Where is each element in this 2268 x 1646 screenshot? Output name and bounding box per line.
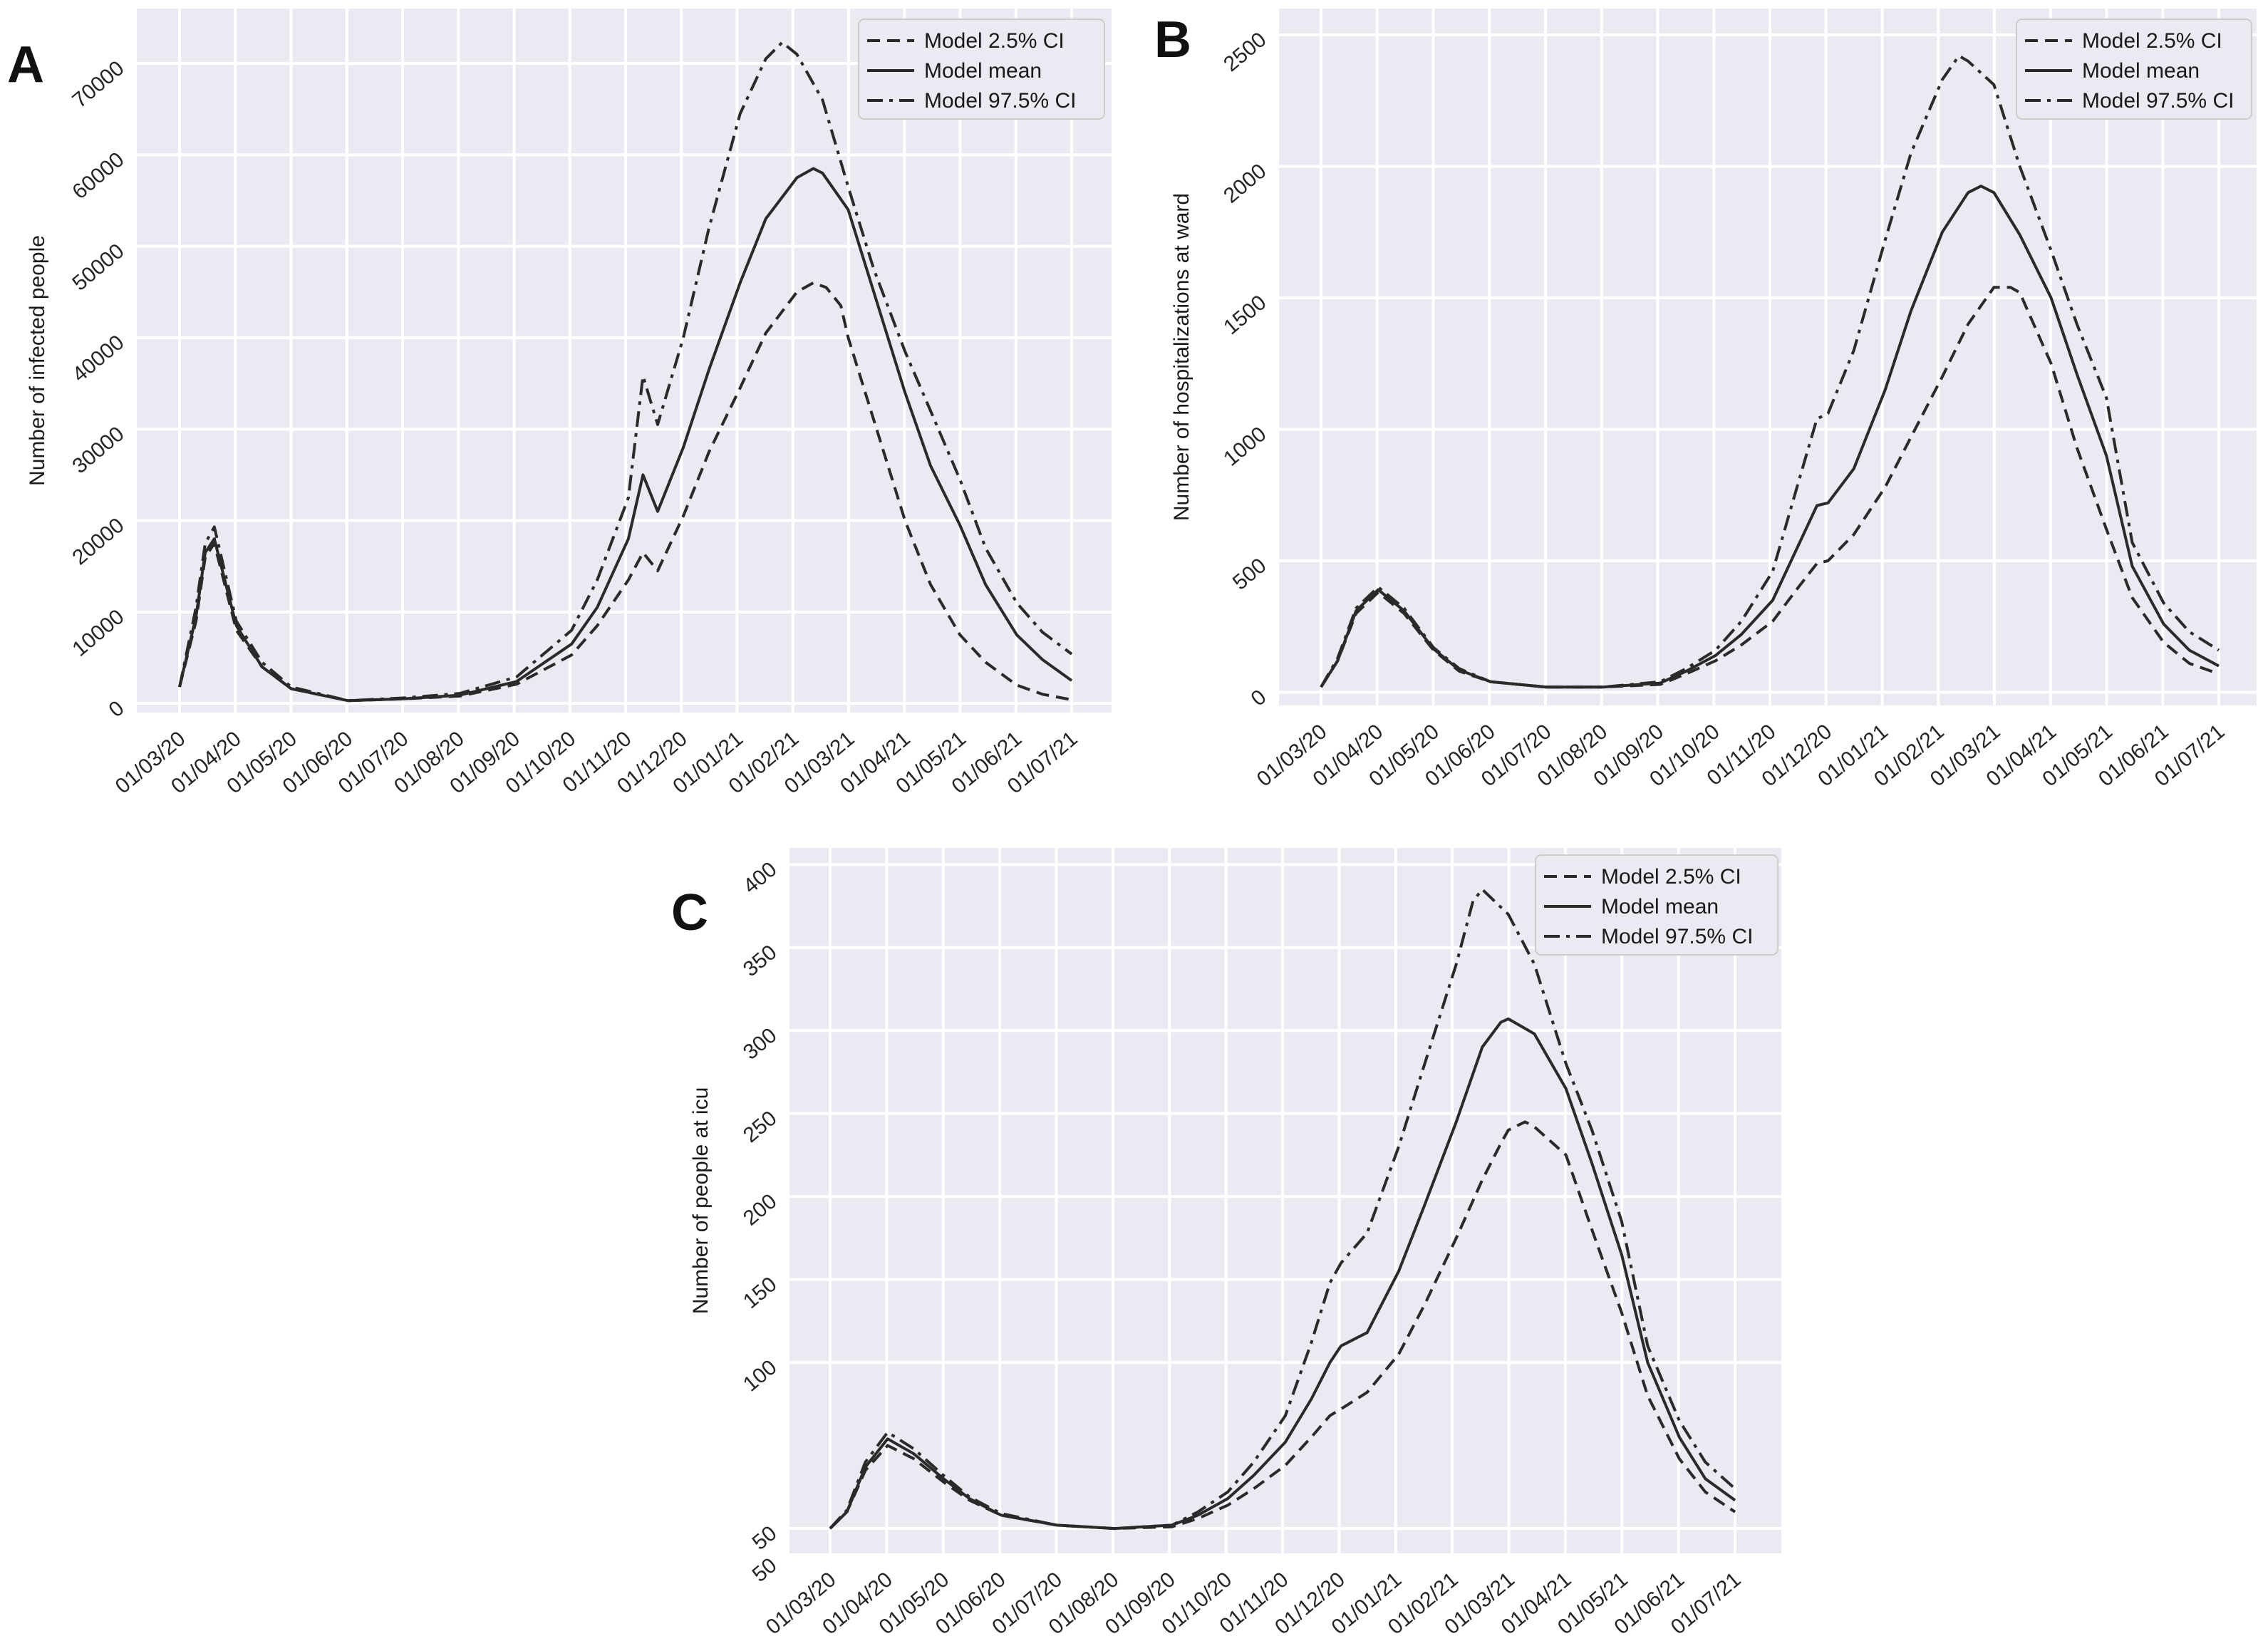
plot-background bbox=[1279, 9, 2257, 705]
legend-entry: Model 97.5% CI bbox=[2082, 89, 2234, 113]
legend-box bbox=[1535, 854, 1778, 956]
panel-label: B bbox=[1154, 11, 1191, 68]
legend-entry: Model 2.5% CI bbox=[924, 29, 1065, 53]
y-axis-label: Number of people at icu bbox=[689, 1087, 713, 1315]
panel-label: C bbox=[671, 884, 708, 941]
y-tick-label: 1000 bbox=[1219, 423, 1270, 471]
y-tick-label: 30000 bbox=[68, 422, 128, 478]
legend-box bbox=[858, 19, 1105, 120]
series-solid-line bbox=[1320, 185, 2220, 689]
y-tick-label: 2500 bbox=[1219, 28, 1270, 76]
series-dashed-line bbox=[829, 1120, 1736, 1531]
legend-entry: Model 97.5% CI bbox=[1601, 925, 1753, 948]
legend: Model 2.5% CI Model mean Model 97.5% CI bbox=[2016, 19, 2252, 120]
panel-b: 01/03/2001/04/2001/05/2001/06/2001/07/20… bbox=[1154, 9, 2257, 791]
legend-entry: Model mean bbox=[1601, 895, 1719, 918]
y-tick-label: 60000 bbox=[68, 147, 128, 204]
y-tick-label: 0 bbox=[1247, 685, 1271, 711]
legend-entry: Model mean bbox=[924, 59, 1042, 83]
series-dashed-line bbox=[178, 281, 1072, 703]
y-tick-label: 10000 bbox=[68, 605, 128, 661]
y-tick-label: 400 bbox=[739, 857, 782, 898]
y-axis-label: Number of hospitalizations at ward bbox=[1170, 193, 1193, 521]
legend-entry: Model 2.5% CI bbox=[2082, 29, 2222, 53]
legend: Model 2.5% CI Model mean Model 97.5% CI bbox=[1535, 854, 1778, 956]
legend: Model 2.5% CI Model mean Model 97.5% CI bbox=[858, 19, 1105, 120]
panel-a: 01/03/2001/04/2001/05/2001/06/2001/07/20… bbox=[7, 9, 1112, 798]
legend-entry: Model 2.5% CI bbox=[1601, 865, 1741, 889]
legend-box bbox=[2016, 19, 2252, 120]
y-tick-label: 0 bbox=[105, 696, 129, 722]
y-tick-label: 20000 bbox=[68, 514, 128, 570]
y-tick-label: 50 bbox=[748, 1521, 782, 1555]
y-tick-label: 50 bbox=[748, 1553, 782, 1587]
legend-entry: Model mean bbox=[2082, 59, 2200, 83]
series-solid-line bbox=[829, 1017, 1736, 1531]
y-tick-label: 500 bbox=[1228, 554, 1271, 594]
y-tick-label: 350 bbox=[739, 941, 782, 981]
y-tick-label: 100 bbox=[739, 1355, 782, 1396]
plot-background bbox=[789, 848, 1781, 1553]
y-tick-label: 70000 bbox=[68, 56, 128, 113]
y-tick-label: 1500 bbox=[1219, 291, 1270, 339]
y-tick-label: 2000 bbox=[1219, 160, 1270, 208]
y-tick-label: 250 bbox=[739, 1107, 782, 1147]
series-solid-line bbox=[178, 167, 1073, 703]
y-tick-label: 40000 bbox=[68, 331, 128, 387]
series-dashdot-line bbox=[1320, 54, 2220, 689]
y-tick-label: 150 bbox=[739, 1273, 782, 1313]
y-axis-label: Number of infected people bbox=[26, 235, 49, 486]
legend-entry: Model 97.5% CI bbox=[924, 89, 1076, 113]
y-tick-label: 300 bbox=[739, 1023, 782, 1064]
series-dashdot-line bbox=[829, 888, 1736, 1531]
panel-c: 01/03/2001/04/2001/05/2001/06/2001/07/20… bbox=[671, 848, 1781, 1639]
panel-label: A bbox=[7, 36, 44, 93]
y-tick-label: 50000 bbox=[68, 239, 128, 296]
y-tick-label: 200 bbox=[739, 1189, 782, 1230]
